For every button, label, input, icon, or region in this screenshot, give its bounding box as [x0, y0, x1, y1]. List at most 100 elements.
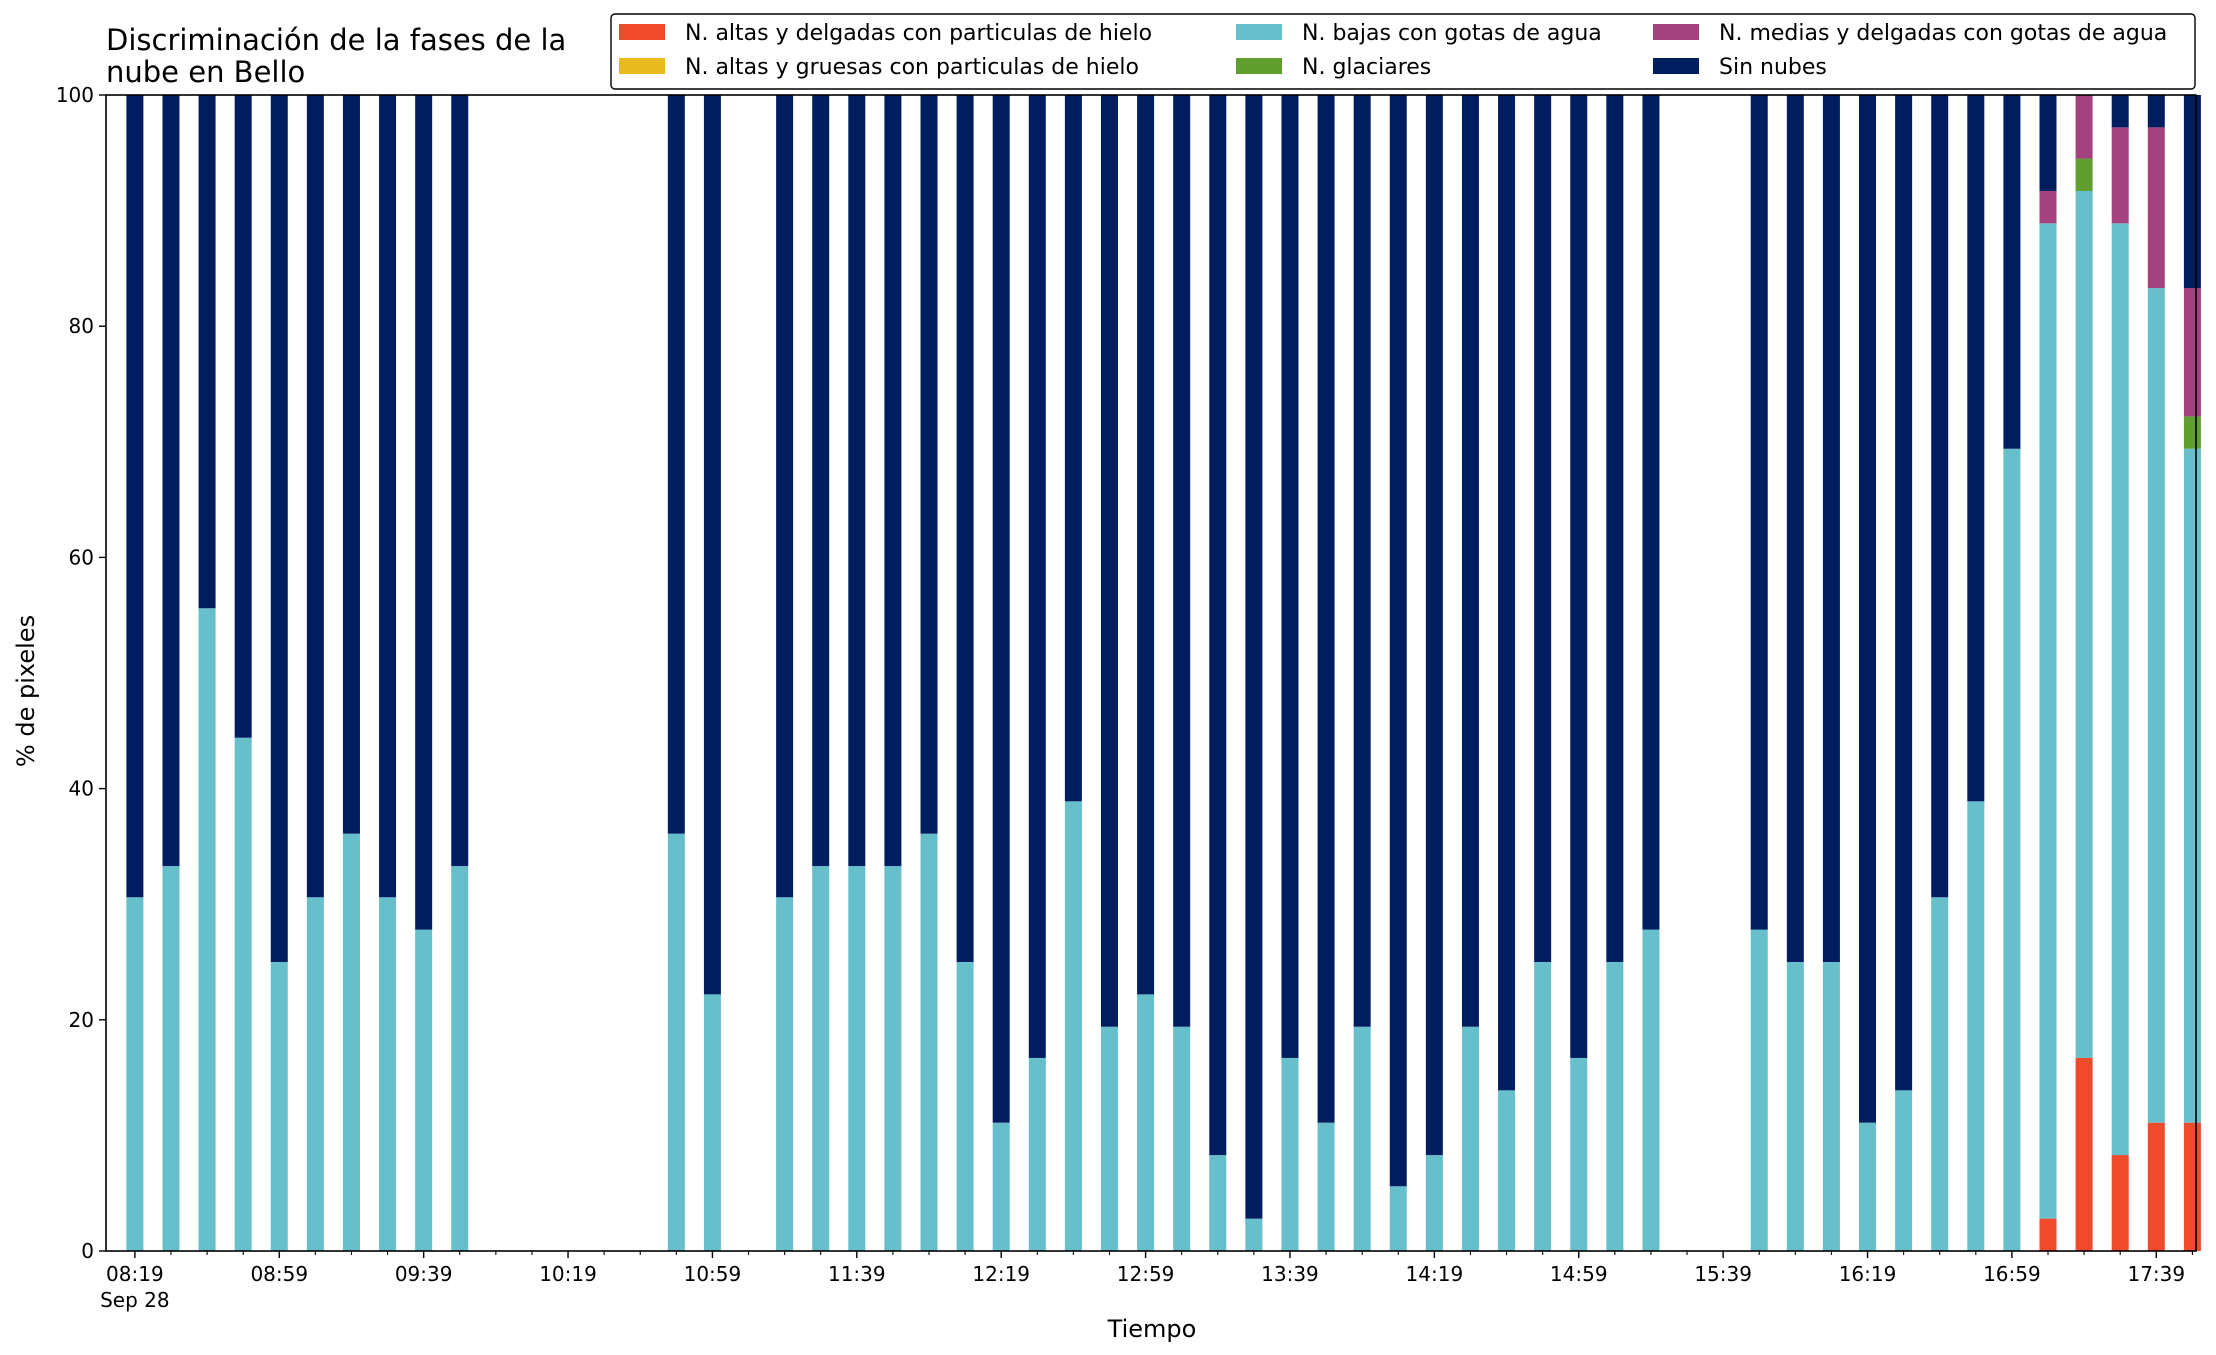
bar-1059-n-bajas-con-gotas-de-agua — [703, 994, 721, 1251]
bar-1359-sin-nubes — [1353, 95, 1371, 1027]
legend-swatch — [1236, 24, 1282, 40]
bar-1119-n-bajas-con-gotas-de-agua — [776, 897, 794, 1251]
bar-1459-n-bajas-con-gotas-de-agua — [1570, 1057, 1588, 1251]
bar-1749-n-medias-y-delgadas-con-gotas-de-agua — [2183, 288, 2201, 417]
bar-1659-sin-nubes — [2003, 95, 2021, 449]
chart-title-line-1: Discriminación de la fases de la — [106, 23, 566, 57]
bar-1349-sin-nubes — [1317, 95, 1335, 1123]
bar-0849-sin-nubes — [234, 95, 252, 738]
legend-swatch — [1653, 24, 1699, 40]
legend-item-n-medias-y-delgadas-con-gotas-de-agua: N. medias y delgadas con gotas de agua — [1653, 21, 2167, 46]
bar-1619-sin-nubes — [1859, 95, 1877, 1123]
bar-0939-sin-nubes — [415, 95, 433, 930]
bar-1349-n-bajas-con-gotas-de-agua — [1317, 1122, 1335, 1251]
bar-0859-sin-nubes — [270, 95, 288, 962]
bar-1429-n-bajas-con-gotas-de-agua — [1461, 1026, 1479, 1251]
bar-1559-sin-nubes — [1786, 95, 1804, 962]
x-tick-label-0939: 09:39 — [395, 1262, 453, 1286]
bar-1629-sin-nubes — [1895, 95, 1913, 1091]
bar-1309-sin-nubes — [1173, 95, 1191, 1027]
bar-1629-n-bajas-con-gotas-de-agua — [1895, 1090, 1913, 1251]
x-tick-label-1739: 17:39 — [2127, 1262, 2185, 1286]
chart-title-line-2: nube en Bello — [106, 55, 305, 89]
legend-item-n-glaciares: N. glaciares — [1236, 55, 1431, 80]
bar-1219-n-bajas-con-gotas-de-agua — [992, 1122, 1010, 1251]
x-tick-label-0819: 08:19 — [106, 1262, 164, 1286]
bar-1139-sin-nubes — [848, 95, 866, 867]
bar-0929-sin-nubes — [379, 95, 397, 898]
bar-1149-n-bajas-con-gotas-de-agua — [884, 866, 902, 1251]
bar-1219-sin-nubes — [992, 95, 1010, 1123]
bar-1409-sin-nubes — [1389, 95, 1407, 1187]
y-tick-label-80: 80 — [69, 314, 94, 338]
bar-1749-n-glaciares — [2183, 416, 2201, 449]
bar-1209-sin-nubes — [956, 95, 974, 962]
bar-0839-n-bajas-con-gotas-de-agua — [198, 608, 216, 1251]
x-tick-label-1019: 10:19 — [539, 1262, 597, 1286]
x-tick-label-1259: 12:59 — [1117, 1262, 1175, 1286]
bar-1259-sin-nubes — [1137, 95, 1155, 995]
bar-0819-n-bajas-con-gotas-de-agua — [126, 897, 144, 1251]
bar-1609-sin-nubes — [1822, 95, 1840, 962]
bar-1259-n-bajas-con-gotas-de-agua — [1137, 994, 1155, 1251]
legend-label: N. altas y delgadas con particulas de hi… — [685, 21, 1152, 46]
x-tick-label-1219: 12:19 — [972, 1262, 1030, 1286]
x-tick-label-1619: 16:19 — [1839, 1262, 1897, 1286]
bar-1729-n-bajas-con-gotas-de-agua — [2111, 223, 2129, 1156]
bar-1139-n-bajas-con-gotas-de-agua — [848, 866, 866, 1251]
bar-1249-n-bajas-con-gotas-de-agua — [1100, 1026, 1118, 1251]
bar-1209-n-bajas-con-gotas-de-agua — [956, 962, 974, 1251]
bar-0949-sin-nubes — [451, 95, 469, 867]
legend-swatch — [619, 58, 665, 74]
bar-1439-sin-nubes — [1498, 95, 1516, 1091]
legend-label: N. altas y gruesas con particulas de hie… — [685, 55, 1139, 80]
bar-1449-sin-nubes — [1534, 95, 1552, 962]
x-axis-label: Tiempo — [1107, 1315, 1197, 1343]
legend-frame — [610, 13, 2196, 90]
bar-1729-n-medias-y-delgadas-con-gotas-de-agua — [2111, 127, 2129, 224]
y-tick-label-20: 20 — [69, 1008, 94, 1032]
bar-1329-sin-nubes — [1245, 95, 1263, 1219]
x-tick-label-0859: 08:59 — [250, 1262, 308, 1286]
bar-1749-n-bajas-con-gotas-de-agua — [2183, 448, 2201, 1123]
legend-label: N. glaciares — [1302, 55, 1431, 80]
x-tick-label-1139: 11:39 — [828, 1262, 886, 1286]
bar-0859-n-bajas-con-gotas-de-agua — [270, 962, 288, 1251]
bar-1639-n-bajas-con-gotas-de-agua — [1931, 897, 1949, 1251]
bar-1439-n-bajas-con-gotas-de-agua — [1498, 1090, 1516, 1251]
bar-1559-n-bajas-con-gotas-de-agua — [1786, 962, 1804, 1251]
bar-1649-sin-nubes — [1967, 95, 1985, 802]
x-tick-label-1059: 10:59 — [684, 1262, 742, 1286]
bar-1729-sin-nubes — [2111, 95, 2129, 128]
bar-1049-sin-nubes — [667, 95, 685, 834]
legend-swatch — [1236, 58, 1282, 74]
bar-1339-sin-nubes — [1281, 95, 1299, 1058]
bar-1129-sin-nubes — [812, 95, 830, 867]
bar-1729-n-altas-y-delgadas-con-particulas-de-hielo — [2111, 1155, 2129, 1251]
legend: N. altas y delgadas con particulas de hi… — [610, 13, 2196, 90]
bar-1239-n-bajas-con-gotas-de-agua — [1064, 801, 1082, 1251]
bar-0819-sin-nubes — [126, 95, 144, 898]
bar-1659-n-bajas-con-gotas-de-agua — [2003, 448, 2021, 1251]
bar-1319-sin-nubes — [1209, 95, 1227, 1156]
bar-1159-n-bajas-con-gotas-de-agua — [920, 833, 938, 1251]
legend-label: N. medias y delgadas con gotas de agua — [1719, 21, 2167, 46]
bar-1509-sin-nubes — [1606, 95, 1624, 962]
bar-0919-n-bajas-con-gotas-de-agua — [342, 833, 360, 1251]
bar-1609-n-bajas-con-gotas-de-agua — [1822, 962, 1840, 1251]
x-tick-label-1339: 13:39 — [1261, 1262, 1319, 1286]
bar-0949-n-bajas-con-gotas-de-agua — [451, 866, 469, 1251]
x-tick-label-1459: 14:59 — [1550, 1262, 1608, 1286]
bar-1519-n-bajas-con-gotas-de-agua — [1642, 929, 1660, 1251]
bar-0849-n-bajas-con-gotas-de-agua — [234, 737, 252, 1251]
bar-1709-n-medias-y-delgadas-con-gotas-de-agua — [2039, 190, 2057, 224]
x-tick-label-1659: 16:59 — [1983, 1262, 2041, 1286]
bar-1459-sin-nubes — [1570, 95, 1588, 1058]
bar-1719-n-altas-y-delgadas-con-particulas-de-hielo — [2075, 1057, 2093, 1251]
bar-1709-sin-nubes — [2039, 95, 2057, 191]
bar-0919-sin-nubes — [342, 95, 360, 834]
bar-1419-n-bajas-con-gotas-de-agua — [1425, 1155, 1443, 1251]
bar-1159-sin-nubes — [920, 95, 938, 834]
bar-1239-sin-nubes — [1064, 95, 1082, 802]
bar-1339-n-bajas-con-gotas-de-agua — [1281, 1057, 1299, 1251]
